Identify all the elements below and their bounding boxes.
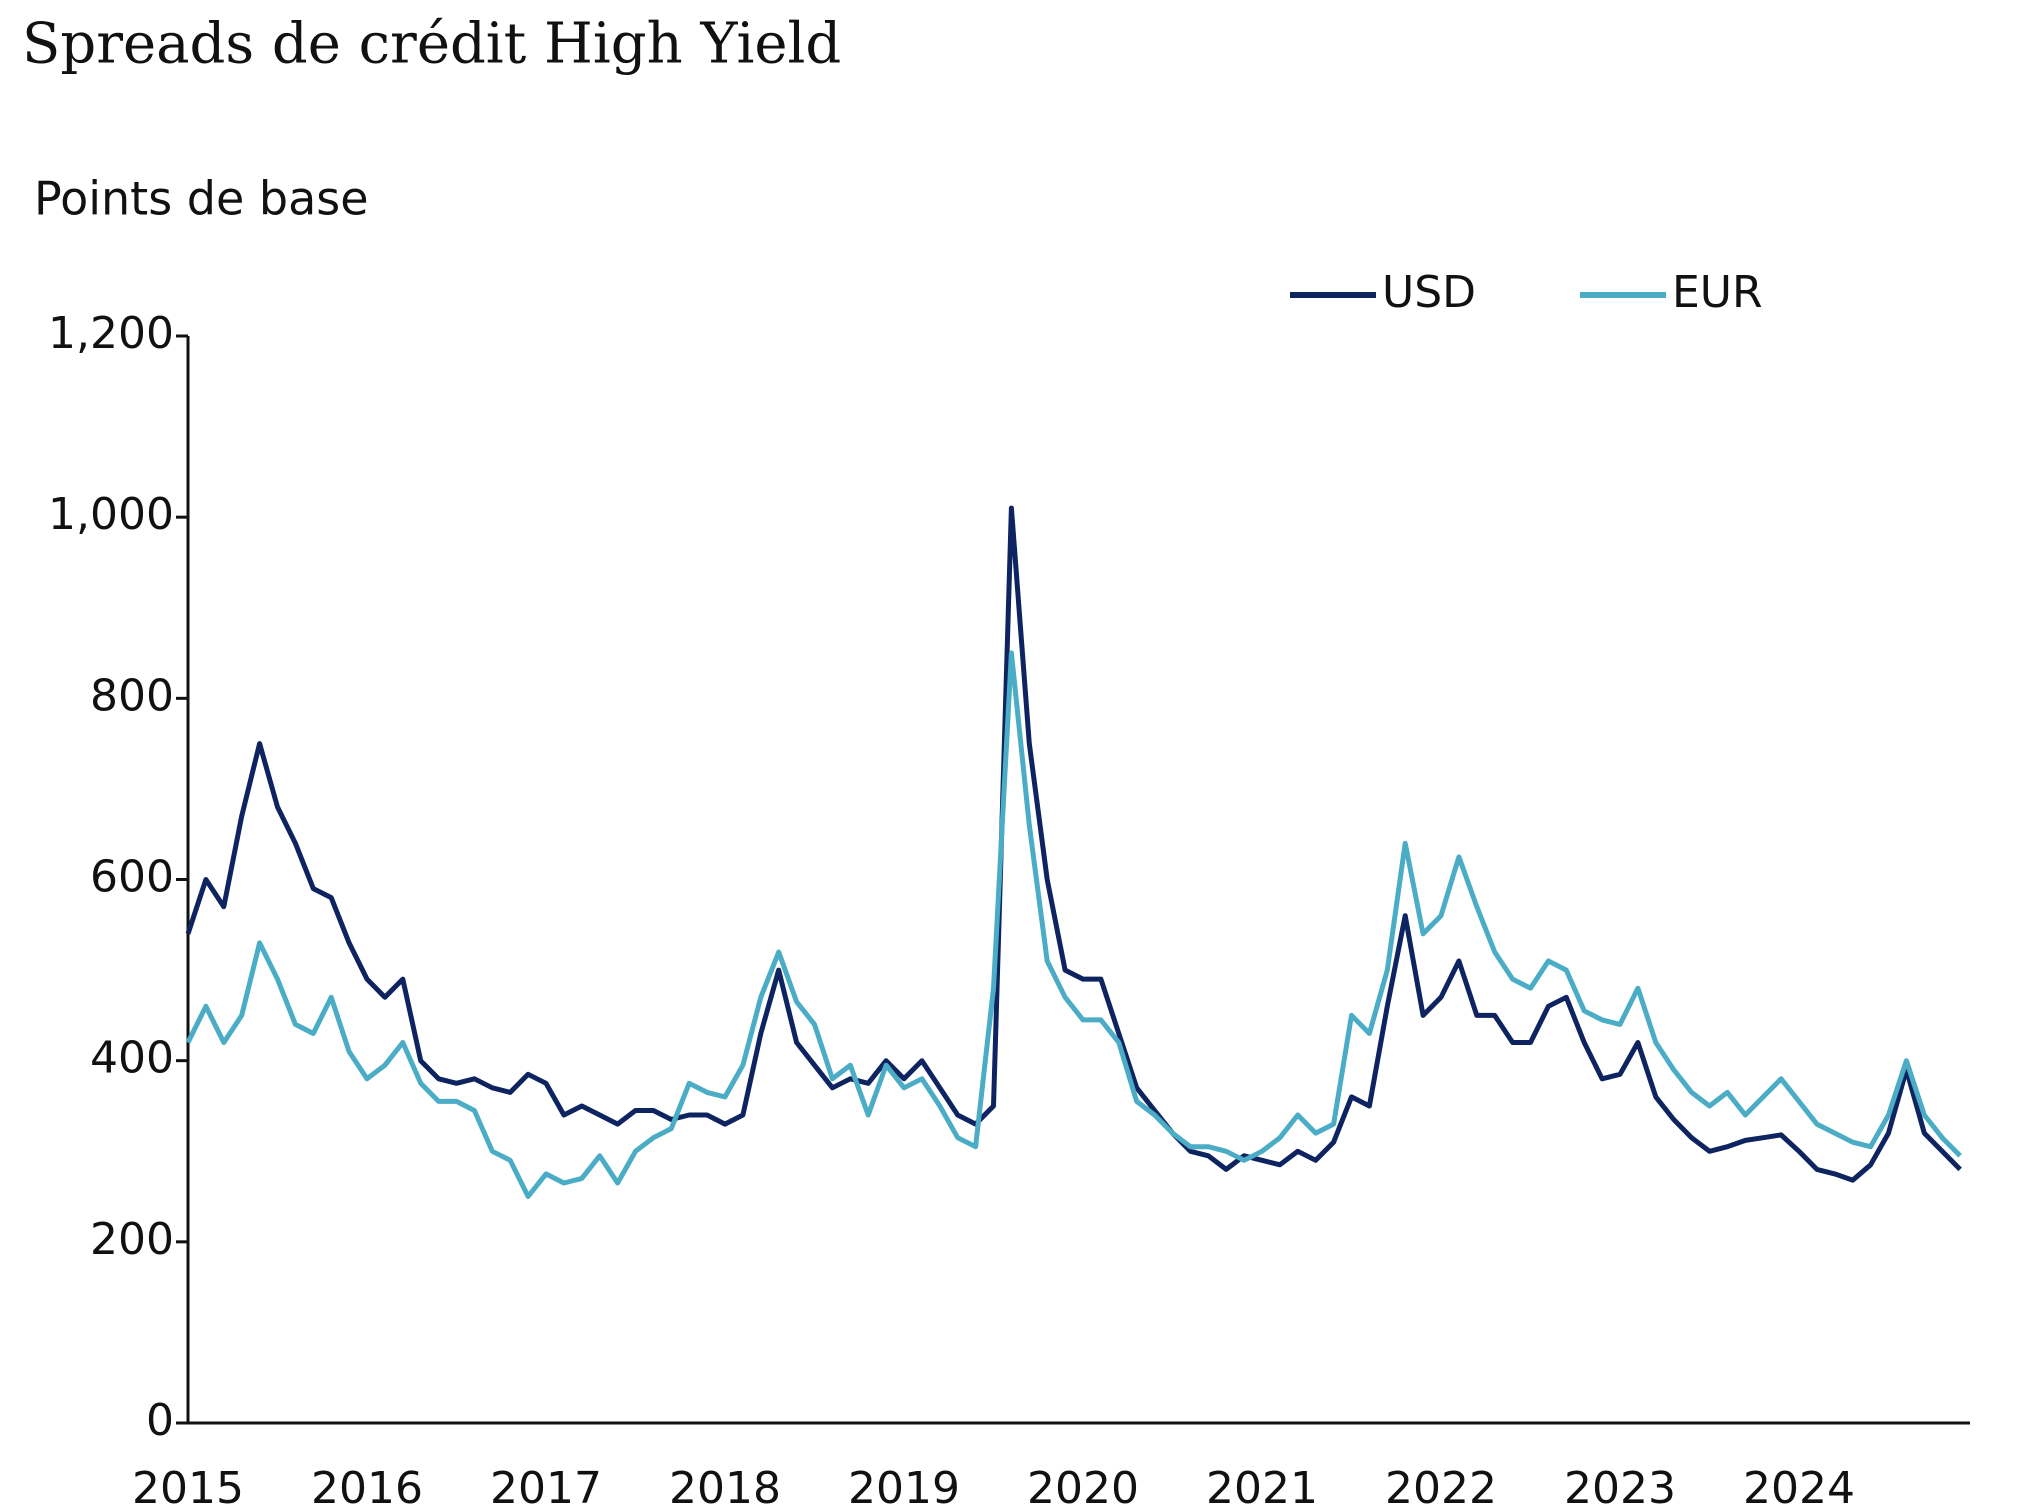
x-tick-label: 2016 <box>311 1463 423 1509</box>
x-tick-label: 2020 <box>1027 1463 1139 1509</box>
y-tick-label: 1,000 <box>48 489 174 540</box>
y-tick-label: 1,200 <box>48 308 174 359</box>
y-tick-label: 400 <box>90 1033 174 1084</box>
line-eur <box>185 650 1962 1199</box>
x-tick-label: 2018 <box>669 1463 781 1509</box>
x-tick-label: 2024 <box>1743 1463 1855 1509</box>
y-tick-label: 800 <box>90 670 174 721</box>
y-tick-label: 0 <box>146 1395 174 1446</box>
x-tick-label: 2023 <box>1564 1463 1676 1509</box>
y-tick-label: 600 <box>90 852 174 903</box>
line-usd <box>185 505 1962 1183</box>
y-tick-label: 200 <box>90 1214 174 1265</box>
x-tick-label: 2017 <box>490 1463 602 1509</box>
legend-label: EUR <box>1672 267 1763 318</box>
legend-label: USD <box>1382 267 1476 318</box>
x-tick-label: 2019 <box>848 1463 960 1509</box>
y-axis-label: Points de base <box>34 172 369 226</box>
x-tick-label: 2021 <box>1206 1463 1318 1509</box>
x-tick-label: 2015 <box>132 1463 244 1509</box>
chart-title: Spreads de crédit High Yield <box>22 12 841 77</box>
x-tick-label: 2022 <box>1385 1463 1497 1509</box>
